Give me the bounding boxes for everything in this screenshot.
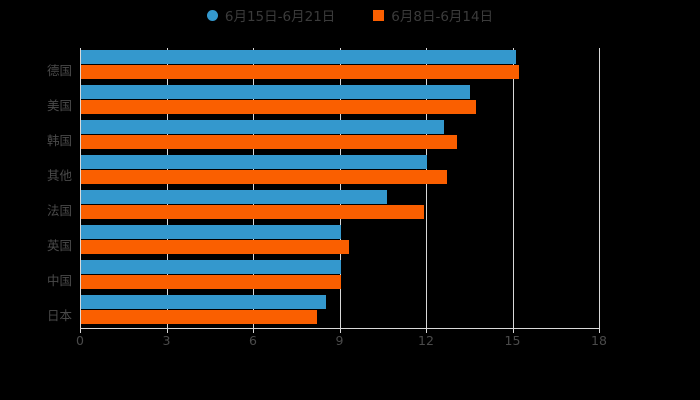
gridline <box>253 48 254 328</box>
bar[interactable] <box>81 85 471 99</box>
tickmark <box>599 328 600 333</box>
bar[interactable] <box>81 190 387 204</box>
bar-group <box>81 223 600 258</box>
bar[interactable] <box>81 275 341 289</box>
y-axis-label: 英国 <box>46 238 72 253</box>
bar[interactable] <box>81 310 318 324</box>
x-axis-tick-label: 0 <box>76 333 84 348</box>
gridline <box>166 48 168 328</box>
gridline <box>512 48 514 328</box>
legend-label-series-2: 6月8日-6月14日 <box>391 9 494 25</box>
x-axis-tick-labels: 0 3 6 9 12 15 18 <box>0 333 700 357</box>
bar-group <box>81 188 600 223</box>
x-axis-tick-label: 12 <box>418 333 434 348</box>
x-axis-tick-label: 9 <box>335 333 344 348</box>
legend-item-series-1[interactable]: 6月15日-6月21日 <box>206 5 336 25</box>
tickmark <box>339 328 341 333</box>
tickmark <box>426 328 427 333</box>
legend-item-series-2[interactable]: 6月8日-6月14日 <box>373 5 493 25</box>
bar[interactable] <box>81 50 517 64</box>
y-axis-labels: 德国 美国 韩国 其他 法国 英国 中国 日本 <box>0 48 72 328</box>
bar[interactable] <box>81 100 477 114</box>
bar[interactable] <box>81 205 425 219</box>
bar-group <box>81 153 600 188</box>
square-marker-icon <box>373 9 385 21</box>
legend-label-series-1: 6月15日-6月21日 <box>224 9 336 25</box>
tickmark <box>80 328 81 333</box>
bar[interactable] <box>81 260 341 274</box>
y-axis-label: 美国 <box>46 98 72 113</box>
x-axis-tick-label: 3 <box>162 333 171 348</box>
y-axis-label: 中国 <box>46 273 72 288</box>
y-axis-label: 法国 <box>46 203 72 218</box>
bar[interactable] <box>81 225 341 239</box>
bar[interactable] <box>81 240 350 254</box>
tickmark <box>512 328 514 333</box>
bar[interactable] <box>81 120 445 134</box>
bar-group <box>81 83 600 118</box>
bar-group <box>81 293 600 328</box>
bar-group <box>81 258 600 293</box>
y-axis-label: 韩国 <box>46 133 72 148</box>
plot-area <box>80 48 600 333</box>
gridline <box>599 48 600 328</box>
x-axis-tick-label: 15 <box>504 333 521 348</box>
gridline <box>80 48 81 328</box>
bar[interactable] <box>81 135 458 149</box>
gridline <box>339 48 341 328</box>
bar-group <box>81 118 600 153</box>
chart-legend: 6月15日-6月21日 6月8日-6月14日 <box>0 0 700 30</box>
bar[interactable] <box>81 65 520 79</box>
y-axis-label: 德国 <box>46 63 72 78</box>
bar[interactable] <box>81 155 427 169</box>
tickmark <box>253 328 254 333</box>
circle-marker-icon <box>206 9 218 21</box>
y-axis-label: 其他 <box>46 168 72 183</box>
x-axis-tick-label: 18 <box>591 333 607 348</box>
y-axis-label: 日本 <box>46 308 72 323</box>
tickmark <box>166 328 168 333</box>
bar-group <box>81 48 600 83</box>
gridline <box>426 48 427 328</box>
bar[interactable] <box>81 170 448 184</box>
bar[interactable] <box>81 295 327 309</box>
x-axis-tick-label: 6 <box>249 333 257 348</box>
